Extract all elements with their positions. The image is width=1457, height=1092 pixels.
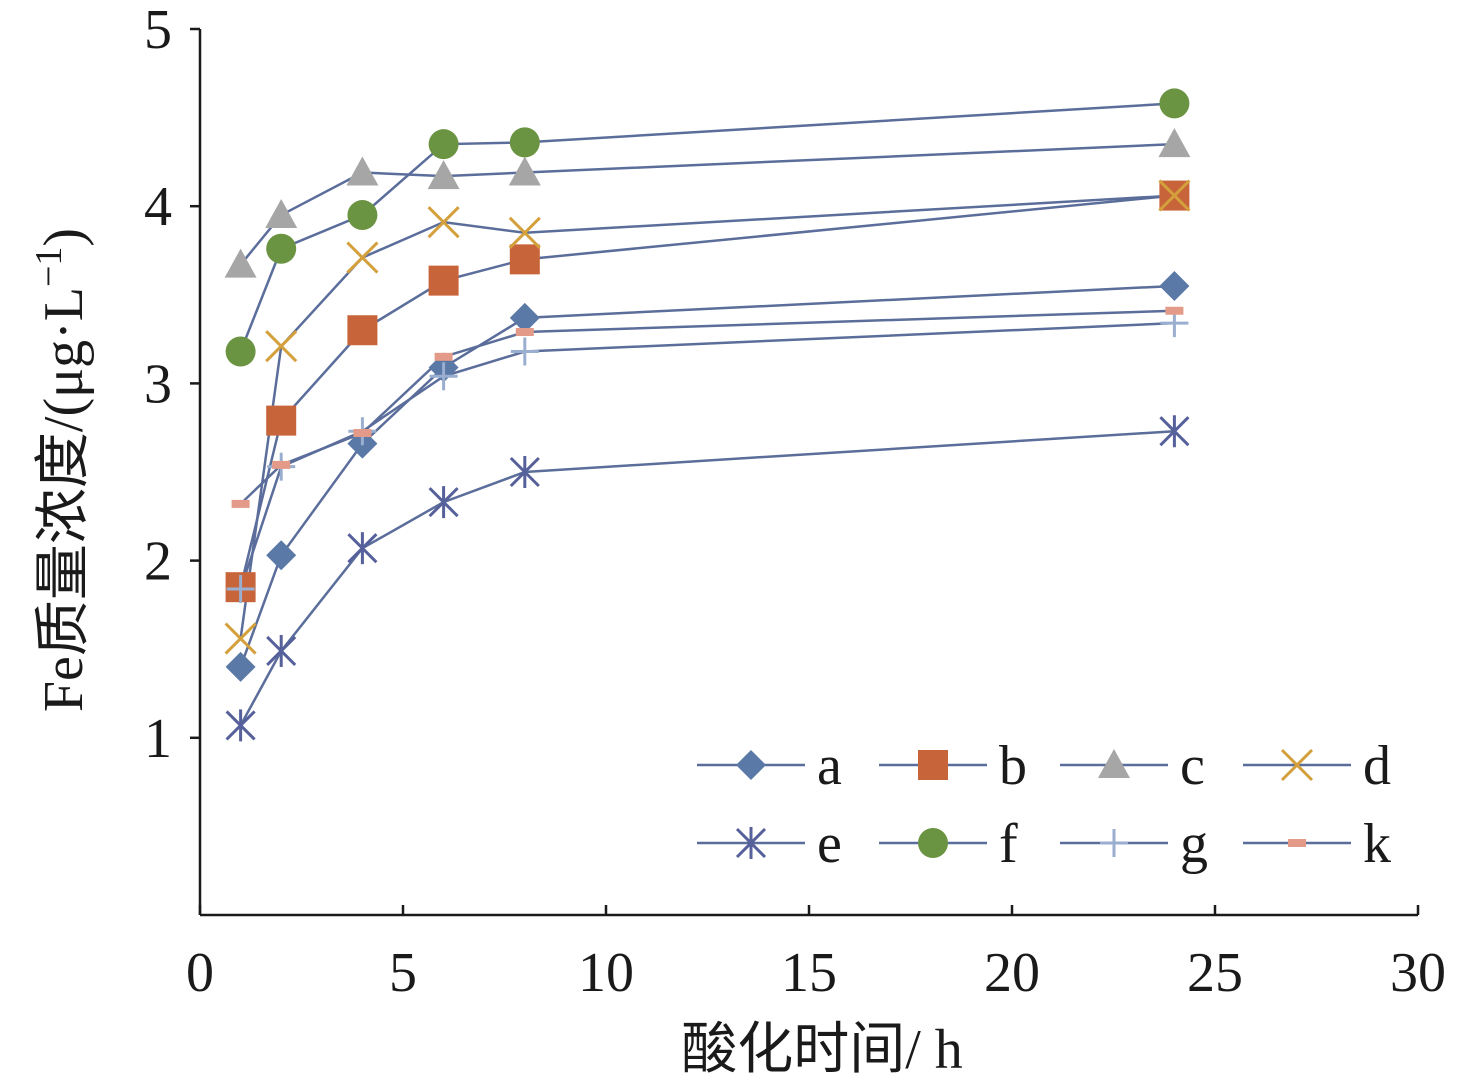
data-point-c: [1158, 128, 1191, 158]
legend-item-g: g: [1060, 813, 1208, 875]
data-point-e: [509, 456, 540, 488]
data-point-c: [508, 156, 541, 186]
legend-marker-c: [1098, 749, 1130, 778]
x-axis-title: 酸化时间/ h: [681, 1019, 963, 1081]
legend-label-d: d: [1363, 735, 1391, 797]
x-tick-label: 20: [984, 942, 1040, 1004]
data-point-e: [225, 709, 256, 742]
data-point-f: [347, 200, 378, 231]
y-tick-label: 3: [144, 353, 172, 415]
legend-label-k: k: [1363, 813, 1391, 875]
legend-item-d: d: [1243, 735, 1391, 797]
data-point-f: [266, 233, 297, 264]
data-point-c: [265, 199, 298, 229]
legend: a b c d e f g k: [697, 735, 1391, 875]
data-point-d: [346, 241, 379, 274]
legend-marker-e: [735, 827, 767, 859]
series-markers: [224, 88, 1191, 742]
data-point-b: [509, 244, 540, 275]
legend-label-e: e: [817, 813, 842, 875]
tick-labels: 0 5 10 15 20 25 30 1 2 3 4 5: [144, 0, 1446, 1004]
y-tick-label: 5: [144, 0, 172, 61]
legend-label-b: b: [999, 735, 1027, 797]
data-point-k: [515, 328, 534, 337]
legend-marker-g: [1100, 829, 1128, 857]
data-point-a: [225, 651, 256, 682]
data-point-k: [434, 352, 453, 361]
series-line-k: [239, 309, 1175, 505]
legend-item-f: f: [879, 813, 1018, 875]
data-point-k: [353, 429, 372, 438]
data-point-a: [266, 540, 297, 571]
data-point-c: [346, 156, 379, 186]
data-point-b: [347, 315, 378, 346]
legend-item-a: a: [697, 735, 842, 797]
series-line-e: [239, 429, 1175, 726]
data-point-d: [1158, 179, 1191, 212]
data-point-b: [428, 265, 459, 296]
y-axis-title-close: ): [33, 228, 95, 247]
x-tick-label: 15: [781, 942, 837, 1004]
data-point-f: [428, 129, 459, 160]
legend-label-a: a: [817, 735, 842, 797]
legend-label-g: g: [1180, 813, 1208, 875]
svg-text:Fe质量浓度/(μg·L−1): Fe质量浓度/(μg·L−1): [28, 228, 95, 712]
data-point-d: [224, 622, 257, 655]
axis-ticks: [190, 27, 1420, 915]
series-lines: [239, 102, 1175, 726]
data-point-k: [272, 460, 291, 469]
legend-item-b: b: [879, 735, 1027, 797]
y-tick-label: 4: [144, 176, 172, 238]
data-point-c: [224, 248, 257, 278]
legend-marker-a: [736, 750, 766, 780]
x-tick-label: 0: [186, 942, 214, 1004]
legend-label-f: f: [999, 813, 1018, 875]
data-point-a: [509, 302, 540, 333]
data-point-c: [427, 160, 460, 190]
legend-marker-b: [918, 750, 948, 780]
series-line-g: [239, 321, 1175, 590]
data-point-f: [1159, 88, 1190, 119]
data-point-f: [225, 336, 256, 367]
data-point-e: [1159, 415, 1190, 448]
data-point-d: [427, 206, 460, 239]
data-point-d: [265, 330, 298, 363]
legend-marker-k: [1288, 839, 1306, 847]
y-tick-label: 2: [144, 531, 172, 593]
legend-label-c: c: [1180, 735, 1205, 797]
data-point-k: [1165, 306, 1184, 315]
data-point-g: [510, 337, 539, 366]
legend-marker-d: [1280, 748, 1314, 782]
x-tick-label: 5: [389, 942, 417, 1004]
series-line-d: [239, 194, 1175, 639]
y-axis-title-main: Fe质量浓度/(μg·L: [33, 287, 95, 712]
data-point-e: [347, 532, 378, 565]
data-point-g: [429, 362, 458, 391]
y-axis-title-superscript: −1: [28, 247, 70, 287]
y-tick-label: 1: [144, 708, 172, 770]
data-point-g: [226, 574, 255, 603]
series-line-b: [239, 194, 1175, 588]
data-point-f: [509, 127, 540, 158]
data-point-e: [428, 486, 459, 519]
legend-item-k: k: [1243, 813, 1391, 875]
legend-item-c: c: [1060, 735, 1205, 797]
x-tick-label: 10: [578, 942, 634, 1004]
data-point-d: [508, 216, 541, 249]
data-point-e: [266, 634, 297, 667]
x-tick-label: 30: [1390, 942, 1446, 1004]
data-point-k: [231, 499, 250, 508]
data-point-a: [1159, 270, 1190, 301]
series-line-f: [239, 102, 1175, 352]
x-tick-label: 25: [1187, 942, 1243, 1004]
y-axis-title: Fe质量浓度/(μg·L−1): [28, 228, 95, 712]
data-point-b: [266, 405, 297, 436]
legend-marker-f: [918, 828, 948, 858]
series-line-a: [239, 284, 1175, 668]
legend-item-e: e: [697, 813, 842, 875]
